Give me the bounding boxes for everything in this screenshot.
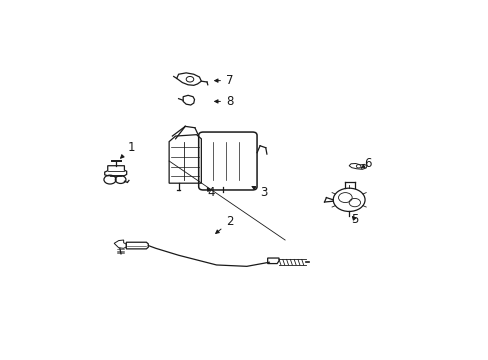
Text: 2: 2 [215,216,233,233]
Text: 8: 8 [214,95,233,108]
Text: 1: 1 [121,141,135,158]
Text: 3: 3 [252,186,267,199]
Text: 7: 7 [214,74,233,87]
Text: 4: 4 [206,186,214,199]
Text: 5: 5 [350,213,358,226]
Text: 6: 6 [361,157,371,170]
